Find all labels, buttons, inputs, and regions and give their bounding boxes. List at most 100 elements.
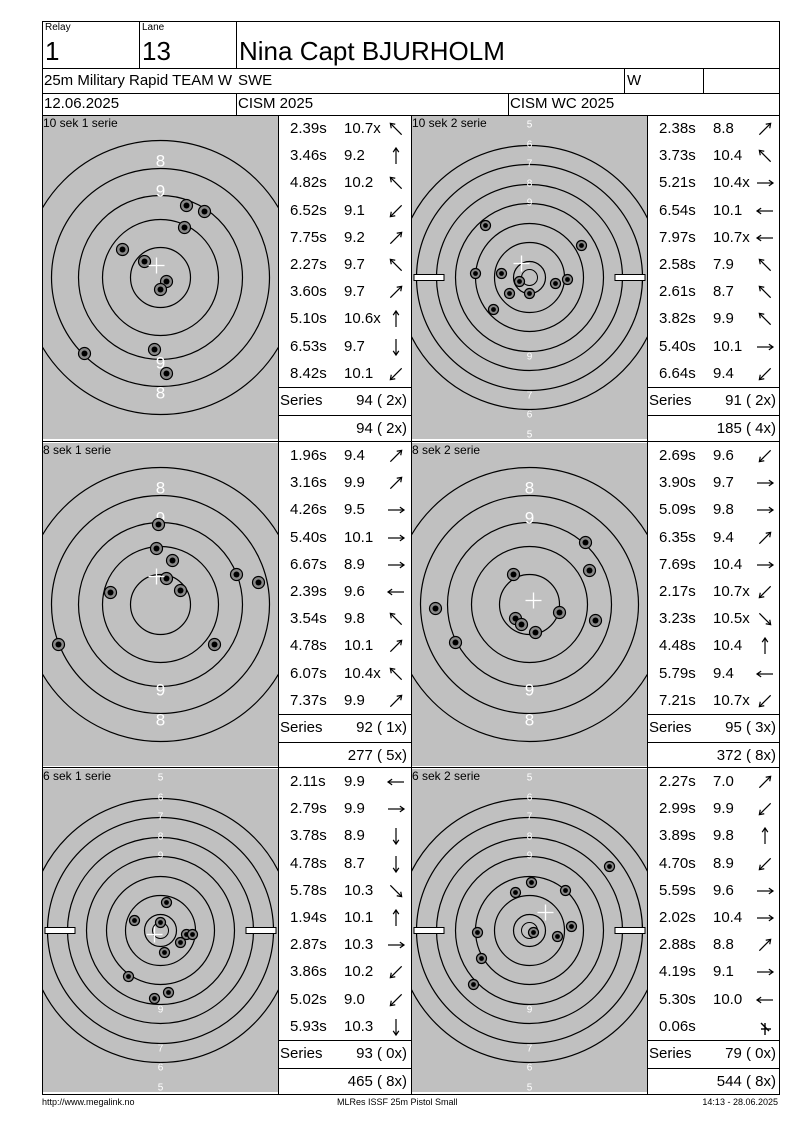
shot-hole <box>513 275 526 288</box>
svg-text:9: 9 <box>158 1005 164 1016</box>
shot-score: 9.9 <box>344 773 365 790</box>
shot-hole <box>174 936 187 949</box>
shot-score: 10.7x <box>713 691 750 709</box>
shot-row: 4.82s 10.2 <box>278 169 411 196</box>
target-1: 8 9 9 8 <box>43 116 278 439</box>
shot-score: 9.6 <box>344 583 365 600</box>
shot-score: 9.9 <box>713 800 734 818</box>
shot-hole <box>495 267 508 280</box>
shot-row: 2.11s 9.9 <box>278 768 411 795</box>
shot-row: 2.61s 8.7 <box>647 278 780 305</box>
arrow-sw-icon <box>389 966 403 979</box>
shot-hole <box>122 970 135 983</box>
section-label: 10 sek 1 serie <box>43 116 118 130</box>
shot-score: 9.7 <box>344 256 365 273</box>
svg-text:6: 6 <box>158 1063 164 1074</box>
svg-text:5: 5 <box>527 1083 533 1093</box>
shot-time: 6.07s <box>290 664 327 682</box>
series-value: 94 ( 2x) <box>356 392 407 409</box>
shot-hole <box>467 978 480 991</box>
arrow-nw-icon <box>389 258 403 272</box>
shot-row: 2.87s 10.3 <box>278 931 411 958</box>
shot-time: 3.46s <box>290 147 327 165</box>
svg-text:9: 9 <box>527 851 533 862</box>
total-row: 372 ( 8x) <box>647 743 780 768</box>
shot-time: 4.70s <box>659 854 696 872</box>
shot-time: 4.78s <box>290 637 327 655</box>
shot-hole <box>128 914 141 927</box>
arrow-w-icon <box>755 670 773 677</box>
shot-row: 5.40s 10.1 <box>647 333 780 360</box>
shot-time: 3.73s <box>659 147 696 165</box>
competition: CISM 2025 <box>238 96 314 111</box>
shot-row: 5.21s 10.4x <box>647 169 780 196</box>
gender: W <box>627 73 642 88</box>
total-row: 94 ( 2x) <box>278 416 411 441</box>
shot-hole <box>186 928 199 941</box>
total-value: 372 ( 8x) <box>716 747 776 764</box>
shot-time: 2.99s <box>659 800 696 818</box>
svg-text:9: 9 <box>527 1005 533 1016</box>
shot-score: 9.0 <box>344 990 365 1008</box>
shot-list: 2.69s 9.6 3.90s 9.7 5.09s 9.8 6.35s 9.4 7.69s 10.… <box>647 442 780 768</box>
shot-row: 4.19s 9.1 <box>647 958 780 985</box>
shot-hole <box>177 220 192 235</box>
shot-row: 3.90s 9.7 <box>647 469 780 496</box>
shot-hole <box>471 926 484 939</box>
shot-hole <box>51 637 66 652</box>
shot-time: 5.78s <box>290 881 327 899</box>
shot-score: 8.9 <box>713 854 734 872</box>
shot-hole <box>162 986 175 999</box>
arrow-s-icon <box>392 1018 400 1036</box>
arrow-e-icon <box>388 534 406 541</box>
shot-row: 0.06s <box>647 1013 780 1040</box>
nation: SWE <box>238 73 273 88</box>
shot-time: 2.27s <box>290 256 327 273</box>
athlete-name: Nina Capt BJURHOLM <box>239 36 505 66</box>
shot-time: 2.61s <box>659 283 696 301</box>
shot-time: 2.69s <box>659 447 696 464</box>
shot-row: 5.40s 10.1 <box>278 524 411 551</box>
center-cross <box>537 904 554 921</box>
series-row: Series 93 ( 0x) <box>278 1041 411 1067</box>
total-value: 94 ( 2x) <box>356 420 407 437</box>
shot-row: 2.39s 10.7x <box>278 115 411 142</box>
arrow-e-icon <box>757 507 775 514</box>
arrow-e-icon <box>388 507 406 514</box>
svg-text:5: 5 <box>527 120 533 131</box>
svg-text:8: 8 <box>156 384 165 403</box>
shot-score: 10.5x <box>713 610 750 628</box>
arrow-e-icon <box>757 343 775 350</box>
shot-time: 1.94s <box>290 909 327 926</box>
shot-row: 4.78s 10.1 <box>278 632 411 659</box>
arrow-sw-icon <box>758 585 772 599</box>
shot-row: 2.58s 7.9 <box>647 251 780 278</box>
footer-url[interactable]: http://www.megalink.no <box>42 1097 135 1107</box>
shot-hole <box>103 585 118 600</box>
shot-score: 10.2 <box>344 174 374 192</box>
shot-row: 3.54s 9.8 <box>278 605 411 632</box>
series-row: Series 92 ( 1x) <box>278 715 411 741</box>
shot-hole <box>487 303 500 316</box>
shot-row: 5.02s 9.0 <box>278 986 411 1013</box>
shot-time: 3.54s <box>290 610 327 628</box>
shot-score: 9.4 <box>713 664 734 682</box>
shot-time: 6.52s <box>290 201 327 219</box>
shot-score: 8.9 <box>344 827 365 845</box>
svg-text:6: 6 <box>527 793 533 804</box>
shot-hole <box>160 896 173 909</box>
section-label: 8 sek 2 serie <box>412 443 481 457</box>
event-name: 25m Military Rapid TEAM W <box>44 73 233 88</box>
center-cross <box>148 257 165 274</box>
arrow-e-icon <box>757 887 775 895</box>
shot-hole <box>561 273 574 286</box>
shot-score: 10.4x <box>713 174 750 192</box>
date: 12.06.2025 <box>44 96 120 111</box>
shot-row: 7.37s 9.9 <box>278 687 411 714</box>
shot-score: 10.0 <box>713 990 743 1008</box>
shot-time: 3.23s <box>659 610 696 628</box>
shot-time: 2.38s <box>659 120 696 137</box>
svg-text:9: 9 <box>527 198 533 209</box>
shot-score: 10.3 <box>344 1017 374 1035</box>
shot-row: 6.53s 9.7 <box>278 333 411 360</box>
